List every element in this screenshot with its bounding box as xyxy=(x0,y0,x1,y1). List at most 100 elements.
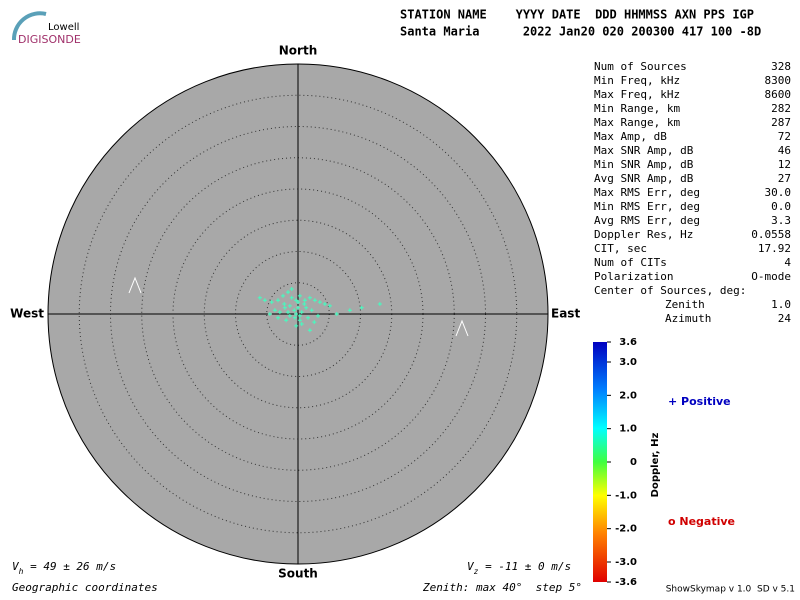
source-point xyxy=(289,287,294,291)
source-point xyxy=(297,318,302,323)
stat-value: 8600 xyxy=(765,88,792,101)
stat-value: O-mode xyxy=(751,270,791,283)
stat-value: 30.0 xyxy=(765,186,792,199)
source-point xyxy=(299,322,304,326)
source-point xyxy=(286,290,290,295)
source-point xyxy=(286,310,290,315)
stat-value: 72 xyxy=(778,130,791,143)
source-point xyxy=(377,302,382,306)
direction-label: South xyxy=(278,567,318,581)
source-point xyxy=(282,305,287,310)
source-point xyxy=(292,308,297,313)
stat-heading: Center of Sources, deg: xyxy=(594,284,746,297)
header-line: Santa Maria 2022 Jan20 020 200300 417 10… xyxy=(400,25,761,39)
source-point xyxy=(281,293,285,298)
logo-arc xyxy=(11,11,47,41)
source-point xyxy=(284,318,289,323)
source-point xyxy=(306,315,310,320)
stat-label: Min Range, km xyxy=(594,102,680,115)
stat-label: Max Amp, dB xyxy=(594,130,667,143)
stat-label: Polarization xyxy=(594,270,673,283)
stat-label: Num of CITs xyxy=(594,256,667,269)
zenith-note: Zenith: max 40° step 5° xyxy=(422,581,582,594)
colorbar-tick-label: 3.6 xyxy=(619,337,637,348)
stat-value: 328 xyxy=(771,60,791,73)
velocity-symbol: V xyxy=(12,560,20,573)
colorbar-tick-label: 0 xyxy=(630,457,637,468)
stat-label: Min RMS Err, deg xyxy=(594,200,700,213)
velocity-value: = 49 ± 26 m/s xyxy=(23,560,116,573)
source-point xyxy=(282,302,287,306)
source-point xyxy=(276,298,280,303)
stat-label: Max Freq, kHz xyxy=(594,88,680,101)
stat-label: Avg RMS Err, deg xyxy=(594,214,700,227)
source-point xyxy=(269,300,274,305)
source-point xyxy=(334,312,339,316)
velocity-text: Vh = 49 ± 26 m/s xyxy=(12,560,116,576)
stat-value: 27 xyxy=(778,172,791,185)
stat-label: Max RMS Err, deg xyxy=(594,186,700,199)
footer: ShowSkymap v 1.0 SD v 5.1 xyxy=(666,585,795,595)
source-point xyxy=(277,310,282,315)
source-point xyxy=(292,315,297,320)
stat-label: CIT, sec xyxy=(594,242,647,255)
source-point xyxy=(312,298,317,303)
velocity-subscript: h xyxy=(19,567,24,576)
source-point xyxy=(312,320,317,325)
header-line: STATION NAME YYYY DATE DDD HHMMSS AXN PP… xyxy=(400,8,754,22)
source-point xyxy=(347,308,352,313)
direction-label: North xyxy=(279,44,317,58)
stat-label: Num of Sources xyxy=(594,60,687,73)
source-point xyxy=(276,315,280,320)
stat-label: Doppler Res, Hz xyxy=(594,228,693,241)
source-point xyxy=(304,305,309,310)
stat-label: Azimuth xyxy=(665,312,711,325)
velocity-subscript: z xyxy=(474,567,479,576)
source-point xyxy=(302,298,307,303)
source-point xyxy=(287,313,292,318)
stat-value: 282 xyxy=(771,102,791,115)
colorbar-tick-label: -1.0 xyxy=(615,490,637,501)
stat-value: 287 xyxy=(771,116,791,129)
source-point xyxy=(299,310,304,315)
stat-value: 24 xyxy=(778,312,792,325)
source-point xyxy=(294,323,299,328)
source-point xyxy=(297,293,302,298)
source-point xyxy=(309,308,314,313)
stat-label: Max Range, km xyxy=(594,116,680,129)
colorbar xyxy=(593,342,607,582)
colorbar-tick-label: -3.0 xyxy=(615,557,637,568)
stat-value: 46 xyxy=(778,144,791,157)
source-point xyxy=(296,305,300,310)
velocity-text: Vz = -11 ± 0 m/s xyxy=(467,560,571,576)
stat-label: Min SNR Amp, dB xyxy=(594,158,694,171)
source-point xyxy=(294,298,299,303)
velocity-value: = -11 ± 0 m/s xyxy=(478,560,571,573)
velocity-marker xyxy=(128,276,142,294)
stat-value: 8300 xyxy=(765,74,792,87)
source-point xyxy=(296,300,300,305)
stat-value: 17.92 xyxy=(758,242,791,255)
stat-value: 12 xyxy=(778,158,791,171)
velocity-marker xyxy=(455,319,469,337)
stat-label: Min Freq, kHz xyxy=(594,74,680,87)
velocity-symbol: V xyxy=(467,560,475,573)
stat-value: 1.0 xyxy=(771,298,791,311)
source-point xyxy=(307,295,312,300)
stat-label: Max SNR Amp, dB xyxy=(594,144,694,157)
colorbar-tick-label: -3.6 xyxy=(615,577,637,588)
colorbar-tick-label: 1.0 xyxy=(619,424,637,435)
source-point xyxy=(294,312,299,316)
direction-label: East xyxy=(551,307,580,321)
logo-top: Lowell xyxy=(48,22,79,33)
colorbar-tick-label: 3.0 xyxy=(619,357,637,368)
source-point xyxy=(262,298,267,303)
source-point xyxy=(287,303,292,308)
source-point xyxy=(327,303,332,308)
source-point xyxy=(267,312,272,316)
source-point xyxy=(272,308,277,313)
legend-negative: o Negative xyxy=(668,515,735,528)
colorbar-tick-label: 2.0 xyxy=(619,390,637,401)
legend-positive: + Positive xyxy=(668,395,731,408)
